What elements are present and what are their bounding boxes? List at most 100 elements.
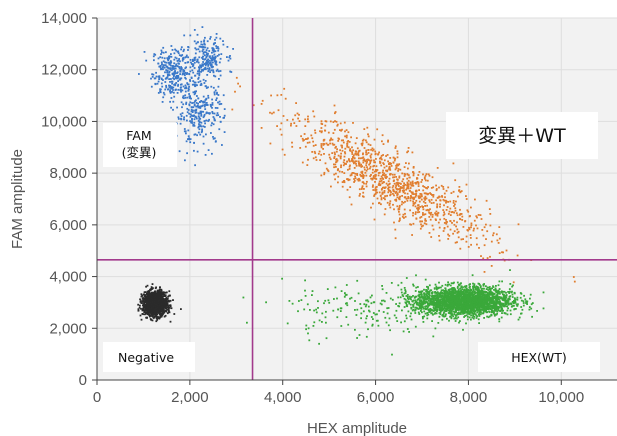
droplet-point bbox=[353, 161, 356, 164]
droplet-point bbox=[489, 224, 492, 227]
droplet-point bbox=[433, 296, 435, 299]
droplet-point bbox=[194, 85, 197, 88]
droplet-point bbox=[416, 177, 418, 179]
droplet-point bbox=[380, 198, 383, 201]
droplet-point bbox=[386, 170, 388, 173]
droplet-point bbox=[485, 285, 487, 288]
droplet-point bbox=[177, 59, 180, 62]
droplet-point bbox=[480, 305, 483, 307]
droplet-point bbox=[234, 90, 236, 93]
droplet-point bbox=[182, 85, 185, 88]
droplet-point bbox=[394, 168, 397, 171]
droplet-point bbox=[418, 307, 421, 309]
droplet-point bbox=[390, 162, 392, 165]
droplet-point bbox=[323, 138, 326, 141]
droplet-point bbox=[348, 178, 351, 181]
droplet-point bbox=[203, 58, 206, 61]
droplet-point bbox=[184, 84, 187, 87]
droplet-point bbox=[429, 310, 432, 312]
droplet-point bbox=[204, 36, 206, 39]
droplet-point bbox=[345, 284, 348, 286]
droplet-point bbox=[388, 186, 391, 189]
droplet-point bbox=[347, 168, 349, 171]
droplet-point bbox=[486, 286, 489, 289]
droplet-point bbox=[183, 48, 185, 51]
droplet-point bbox=[460, 304, 463, 307]
droplet-point bbox=[350, 203, 353, 206]
droplet-point bbox=[448, 319, 450, 322]
droplet-point bbox=[386, 176, 388, 178]
droplet-point bbox=[205, 133, 207, 136]
droplet-point bbox=[456, 291, 459, 293]
droplet-point bbox=[420, 290, 422, 293]
droplet-point bbox=[321, 123, 324, 125]
droplet-point bbox=[369, 296, 372, 299]
droplet-point bbox=[206, 63, 208, 66]
droplet-point bbox=[310, 134, 313, 137]
droplet-point bbox=[440, 289, 443, 292]
droplet-point bbox=[402, 295, 405, 298]
droplet-point bbox=[475, 237, 478, 240]
droplet-point bbox=[420, 307, 423, 309]
droplet-point bbox=[388, 165, 391, 168]
droplet-point bbox=[497, 296, 499, 299]
droplet-point bbox=[442, 289, 445, 292]
droplet-point bbox=[451, 308, 454, 311]
droplet-point bbox=[488, 311, 491, 313]
droplet-point bbox=[376, 191, 378, 194]
droplet-point bbox=[345, 302, 347, 305]
droplet-point bbox=[313, 115, 316, 118]
droplet-point bbox=[457, 288, 460, 291]
droplet-point bbox=[449, 228, 452, 231]
droplet-point bbox=[200, 131, 203, 134]
droplet-point bbox=[401, 187, 404, 189]
droplet-point bbox=[185, 56, 188, 58]
droplet-point bbox=[429, 192, 431, 194]
droplet-point bbox=[438, 309, 441, 312]
droplet-point bbox=[406, 300, 409, 303]
droplet-point bbox=[465, 285, 468, 288]
droplet-point bbox=[420, 195, 423, 197]
droplet-point bbox=[412, 197, 414, 200]
droplet-point bbox=[426, 296, 429, 299]
droplet-point bbox=[472, 307, 475, 310]
droplet-point bbox=[410, 195, 412, 197]
droplet-point bbox=[204, 101, 206, 103]
droplet-point bbox=[413, 202, 416, 205]
droplet-point bbox=[456, 312, 459, 314]
droplet-point bbox=[355, 164, 358, 167]
droplet-point bbox=[492, 312, 495, 315]
droplet-point bbox=[425, 192, 428, 195]
droplet-point bbox=[448, 288, 451, 291]
droplet-point bbox=[457, 304, 460, 307]
droplet-point bbox=[348, 141, 351, 143]
droplet-point bbox=[189, 79, 191, 81]
droplet-point bbox=[176, 72, 178, 74]
droplet-point bbox=[398, 182, 401, 185]
droplet-point bbox=[458, 186, 461, 188]
droplet-point bbox=[189, 101, 192, 104]
droplet-point bbox=[467, 301, 469, 304]
droplet-point bbox=[487, 316, 490, 319]
droplet-point bbox=[454, 320, 457, 322]
droplet-point bbox=[205, 55, 208, 58]
droplet-point bbox=[426, 204, 428, 207]
droplet-point bbox=[509, 295, 512, 297]
droplet-point bbox=[412, 200, 414, 203]
droplet-point bbox=[331, 152, 334, 154]
droplet-point bbox=[139, 314, 142, 317]
droplet-point bbox=[403, 208, 406, 211]
droplet-point bbox=[426, 292, 429, 295]
droplet-point bbox=[442, 308, 445, 311]
droplet-point bbox=[198, 66, 200, 69]
droplet-point bbox=[476, 306, 479, 309]
droplet-point bbox=[516, 298, 519, 301]
series-group bbox=[242, 269, 545, 356]
droplet-point bbox=[205, 102, 208, 104]
droplet-point bbox=[419, 303, 422, 306]
droplet-point bbox=[345, 293, 348, 296]
droplet-point bbox=[401, 195, 403, 197]
droplet-point bbox=[478, 302, 481, 305]
droplet-point bbox=[171, 91, 173, 93]
droplet-point bbox=[195, 117, 198, 120]
